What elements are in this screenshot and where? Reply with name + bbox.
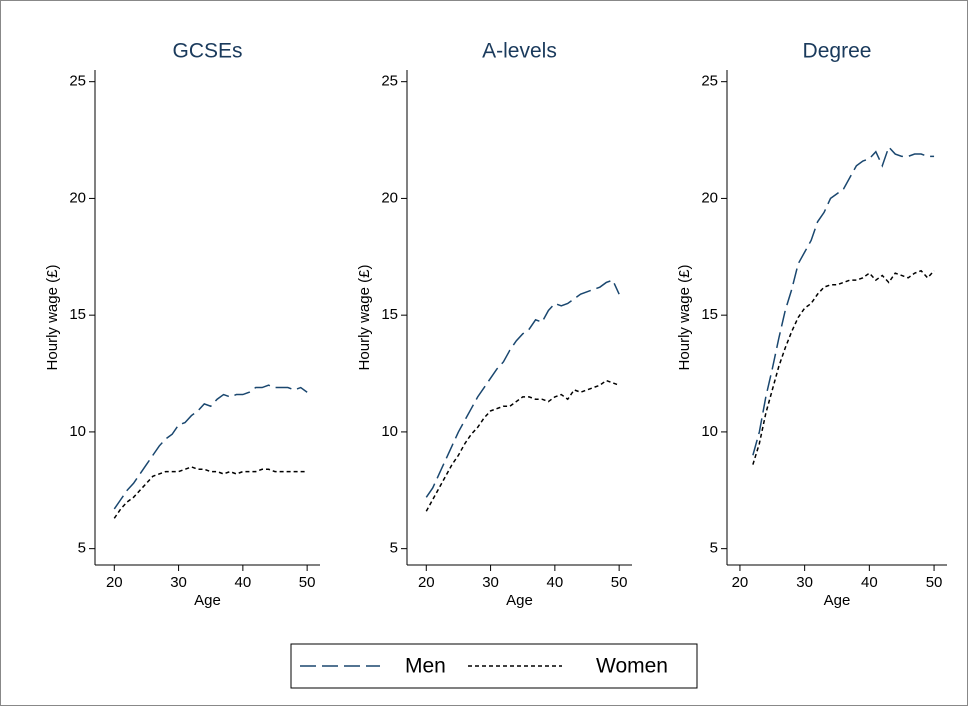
series-line [425, 379, 620, 512]
series-line [752, 145, 935, 456]
y-tick-label: 15 [69, 306, 86, 323]
x-axis-label: Age [824, 592, 851, 609]
y-tick-label: 25 [701, 73, 718, 90]
y-tick-label: 5 [710, 540, 718, 557]
chart-title: A-levels [482, 40, 557, 63]
y-tick-label: 15 [381, 306, 398, 323]
y-tick-label: 10 [381, 423, 398, 440]
x-tick-label: 40 [861, 574, 878, 591]
y-tick-label: 15 [701, 306, 718, 323]
y-tick-label: 25 [381, 73, 398, 90]
x-tick-label: 50 [299, 574, 316, 591]
y-tick-label: 20 [381, 189, 398, 206]
y-tick-label: 10 [69, 423, 86, 440]
y-tick-label: 20 [701, 189, 718, 206]
y-tick-label: 25 [69, 73, 86, 90]
chart-title: GCSEs [172, 40, 242, 63]
legend-label: Women [596, 655, 668, 678]
y-axis-label: Hourly wage (£) [44, 265, 61, 371]
x-tick-label: 50 [611, 574, 628, 591]
x-tick-label: 20 [418, 574, 435, 591]
x-tick-label: 30 [482, 574, 499, 591]
x-tick-label: 20 [106, 574, 123, 591]
x-tick-label: 50 [926, 574, 943, 591]
y-tick-label: 10 [701, 423, 718, 440]
y-tick-label: 20 [69, 189, 86, 206]
y-axis-label: Hourly wage (£) [676, 265, 693, 371]
series-line [425, 279, 620, 498]
y-axis-label: Hourly wage (£) [356, 265, 373, 371]
legend-label: Men [405, 655, 446, 678]
y-tick-label: 5 [390, 540, 398, 557]
x-tick-label: 40 [235, 574, 252, 591]
series-line [752, 269, 935, 465]
x-axis-label: Age [506, 592, 533, 609]
chart-title: Degree [803, 40, 872, 63]
x-tick-label: 30 [796, 574, 813, 591]
y-tick-label: 5 [78, 540, 86, 557]
series-line [113, 384, 308, 510]
x-tick-label: 20 [732, 574, 749, 591]
x-tick-label: 30 [170, 574, 187, 591]
series-line [113, 466, 308, 519]
x-axis-label: Age [194, 592, 221, 609]
x-tick-label: 40 [547, 574, 564, 591]
